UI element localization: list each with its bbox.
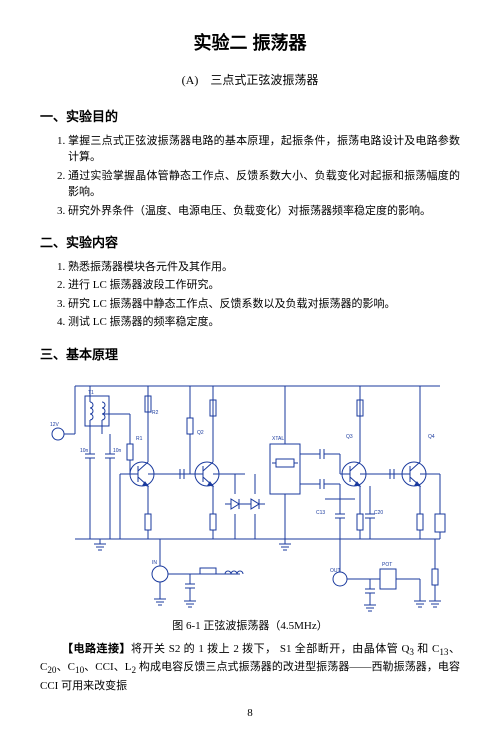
section-1-head: 一、实验目的 xyxy=(40,107,460,127)
section-1-list: 掌握三点式正弦波振荡器电路的基本原理，起振条件，振荡电路设计及电路参数计算。 通… xyxy=(40,133,460,220)
svg-text:R1: R1 xyxy=(136,436,143,442)
svg-text:10n: 10n xyxy=(113,448,122,454)
list-item: 研究 LC 振荡器中静态工作点、反馈系数以及负载对振荡器的影响。 xyxy=(68,296,460,313)
svg-text:Q2: Q2 xyxy=(197,430,204,436)
svg-text:T1: T1 xyxy=(88,390,94,396)
figure-caption: 图 6-1 正弦波振荡器（4.5MHz） xyxy=(40,618,460,635)
subtitle-line: (A) 三点式正弦波振荡器 xyxy=(40,71,460,89)
svg-text:XTAL: XTAL xyxy=(272,436,284,442)
circuit-diagram-svg: 12V T1 10n 10n R1 R2 Q2 XTAL Q3 C13 C20 Q4 IN OUT POT xyxy=(40,374,460,614)
svg-text:C13: C13 xyxy=(316,510,325,516)
section-2-list: 熟悉振荡器模块各元件及其作用。 进行 LC 振荡器波段工作研究。 研究 LC 振… xyxy=(40,259,460,331)
svg-text:C20: C20 xyxy=(374,510,383,516)
para-label: 【电路连接】 xyxy=(62,643,131,655)
svg-text:10n: 10n xyxy=(80,448,89,454)
list-item: 进行 LC 振荡器波段工作研究。 xyxy=(68,277,460,294)
page-title: 实验二 振荡器 xyxy=(40,30,460,57)
subtitle-text: 三点式正弦波振荡器 xyxy=(210,73,318,87)
section-2-head: 二、实验内容 xyxy=(40,233,460,253)
para-text: 、CCI、L xyxy=(84,661,131,673)
svg-text:12V: 12V xyxy=(50,422,60,428)
list-item: 熟悉振荡器模块各元件及其作用。 xyxy=(68,259,460,276)
subtitle-prefix: (A) xyxy=(182,73,199,87)
circuit-figure: 12VT110n10nR1R2Q2XTALQ3C13C20Q4INOUTPOT … xyxy=(40,374,460,635)
svg-text:Q4: Q4 xyxy=(428,434,435,440)
para-sub: 20 xyxy=(47,666,56,676)
section-3-head: 三、基本原理 xyxy=(40,345,460,365)
para-text: 、C xyxy=(57,661,76,673)
svg-text:OUT: OUT xyxy=(330,568,341,574)
svg-text:Q3: Q3 xyxy=(346,434,353,440)
para-text: 和 C xyxy=(414,643,439,655)
circuit-connection-paragraph: 【电路连接】将开关 S2 的 1 拨上 2 拨下， S1 全部断开，由晶体管 Q… xyxy=(40,641,460,695)
svg-text:IN: IN xyxy=(152,560,157,566)
para-sub: 10 xyxy=(75,666,84,676)
list-item: 研究外界条件（温度、电源电压、负载变化）对振荡器频率稳定度的影响。 xyxy=(68,203,460,220)
page-number: 8 xyxy=(40,705,460,722)
para-text: 将开关 S2 的 1 拨上 2 拨下， S1 全部断开，由晶体管 Q xyxy=(131,643,409,655)
list-item: 测试 LC 振荡器的频率稳定度。 xyxy=(68,314,460,331)
para-sub: 13 xyxy=(439,647,448,657)
svg-text:POT: POT xyxy=(382,562,392,568)
svg-text:R2: R2 xyxy=(152,410,159,416)
list-item: 掌握三点式正弦波振荡器电路的基本原理，起振条件，振荡电路设计及电路参数计算。 xyxy=(68,133,460,166)
list-item: 通过实验掌握晶体管静态工作点、反馈系数大小、负载变化对起振和振荡幅度的影响。 xyxy=(68,168,460,201)
